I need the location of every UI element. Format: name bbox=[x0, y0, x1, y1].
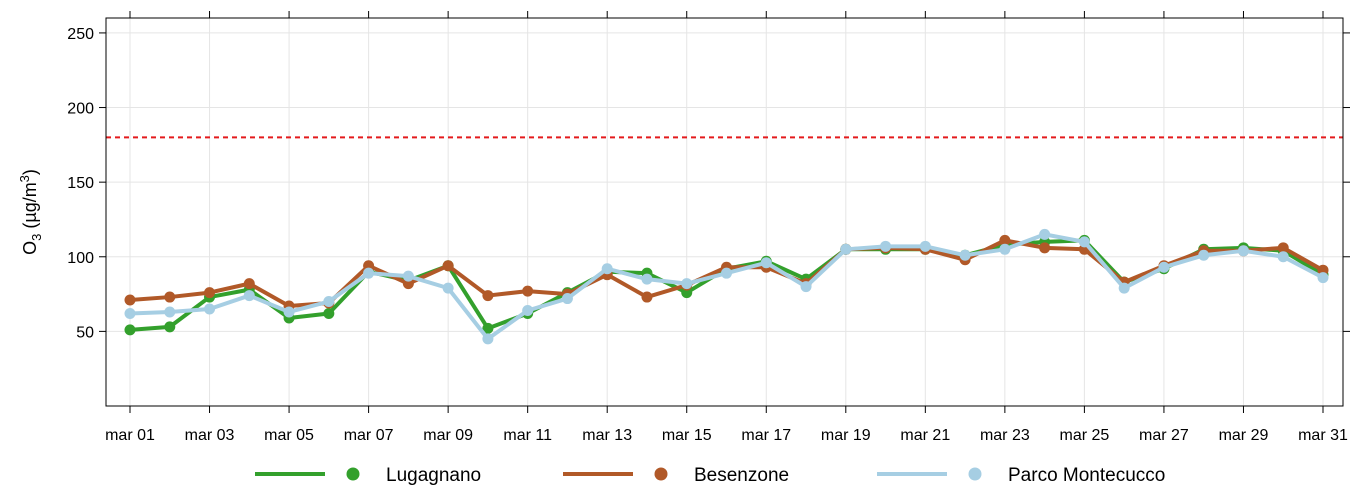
plot-frame bbox=[105, 17, 1344, 407]
y-tick-label: 50 bbox=[76, 324, 94, 341]
data-point bbox=[959, 249, 971, 261]
data-point bbox=[323, 307, 335, 319]
axis-ticks: 50 100 150 200 250 mar 01 mar 03 mar 05 mar 07 ma… bbox=[67, 11, 1350, 444]
legend-point-swatch bbox=[346, 467, 360, 481]
x-tick-label: mar 09 bbox=[423, 427, 473, 444]
series-2 bbox=[124, 228, 1329, 345]
data-point bbox=[1039, 242, 1051, 254]
y-tick-label: 200 bbox=[67, 101, 94, 118]
x-tick-label: mar 03 bbox=[185, 427, 235, 444]
data-point bbox=[1078, 236, 1090, 248]
data-point bbox=[482, 290, 494, 302]
data-point bbox=[641, 273, 653, 285]
data-point bbox=[124, 307, 136, 319]
data-point bbox=[522, 285, 534, 297]
data-point bbox=[1118, 282, 1130, 294]
legend-point-swatch bbox=[654, 467, 668, 481]
data-point bbox=[760, 257, 772, 269]
data-point bbox=[1277, 242, 1289, 254]
data-point bbox=[1158, 261, 1170, 273]
x-tick-label: mar 31 bbox=[1298, 427, 1348, 444]
data-point bbox=[1237, 245, 1249, 257]
data-point bbox=[1198, 249, 1210, 261]
data-point bbox=[442, 282, 454, 294]
data-point bbox=[561, 293, 573, 305]
data-point bbox=[482, 322, 494, 334]
series-line bbox=[128, 238, 1325, 332]
data-point bbox=[204, 303, 216, 315]
data-point bbox=[1317, 272, 1329, 284]
x-tick-label: mar 07 bbox=[344, 427, 394, 444]
y-tick-label: 250 bbox=[67, 26, 94, 43]
data-point bbox=[442, 260, 454, 272]
series-group bbox=[124, 228, 1329, 345]
y-label-sub: 3 bbox=[29, 234, 44, 241]
data-point bbox=[323, 296, 335, 308]
data-point bbox=[800, 281, 812, 293]
y-axis-label: O3 (µg/m3) bbox=[17, 169, 44, 255]
data-point bbox=[124, 294, 136, 306]
data-point bbox=[1277, 251, 1289, 263]
x-tick-label: mar 27 bbox=[1139, 427, 1189, 444]
y-label-unit: (µg/m bbox=[20, 182, 40, 233]
legend-item: Besenzone bbox=[563, 465, 789, 486]
x-tick-label: mar 13 bbox=[582, 427, 632, 444]
legend-label: Besenzone bbox=[694, 465, 789, 486]
x-tick-label: mar 25 bbox=[1060, 427, 1110, 444]
data-point bbox=[243, 290, 255, 302]
y-label-sup: 3 bbox=[17, 175, 32, 182]
data-point bbox=[164, 306, 176, 318]
x-tick-label: mar 19 bbox=[821, 427, 871, 444]
y-tick-label: 100 bbox=[67, 250, 94, 267]
x-tick-label: mar 15 bbox=[662, 427, 712, 444]
legend-label: Parco Montecucco bbox=[1008, 465, 1165, 486]
data-point bbox=[999, 234, 1011, 246]
x-tick-label: mar 11 bbox=[503, 427, 552, 444]
y-label-close: ) bbox=[20, 169, 40, 175]
legend-point-swatch bbox=[968, 467, 982, 481]
grid-lines bbox=[106, 18, 1343, 406]
series-line bbox=[128, 232, 1325, 341]
legend: Lugagnano Besenzone Parco Montecucco bbox=[255, 465, 1165, 486]
data-point bbox=[1039, 228, 1051, 240]
x-tick-label: mar 01 bbox=[105, 427, 155, 444]
data-point bbox=[641, 291, 653, 303]
data-point bbox=[124, 324, 136, 336]
legend-label: Lugagnano bbox=[386, 465, 481, 486]
data-point bbox=[164, 291, 176, 303]
series-0 bbox=[124, 234, 1329, 336]
y-label-main: O bbox=[20, 241, 40, 255]
x-tick-label: mar 17 bbox=[741, 427, 791, 444]
data-point bbox=[164, 321, 176, 333]
data-point bbox=[522, 304, 534, 316]
x-tick-label: mar 05 bbox=[264, 427, 314, 444]
data-point bbox=[363, 267, 375, 279]
data-point bbox=[402, 270, 414, 282]
x-tick-label: mar 23 bbox=[980, 427, 1030, 444]
data-point bbox=[243, 278, 255, 290]
data-point bbox=[999, 243, 1011, 255]
data-point bbox=[721, 267, 732, 279]
data-point bbox=[601, 263, 613, 275]
data-point bbox=[482, 333, 494, 345]
x-tick-label: mar 21 bbox=[900, 427, 950, 444]
legend-item: Parco Montecucco bbox=[877, 465, 1165, 486]
y-tick-label: 150 bbox=[67, 175, 94, 192]
data-point bbox=[880, 240, 892, 252]
legend-item: Lugagnano bbox=[255, 465, 481, 486]
data-point bbox=[681, 278, 693, 290]
data-point bbox=[919, 240, 931, 252]
x-tick-label: mar 29 bbox=[1219, 427, 1269, 444]
data-point bbox=[204, 287, 216, 299]
data-point bbox=[283, 306, 295, 318]
data-point bbox=[840, 243, 852, 255]
